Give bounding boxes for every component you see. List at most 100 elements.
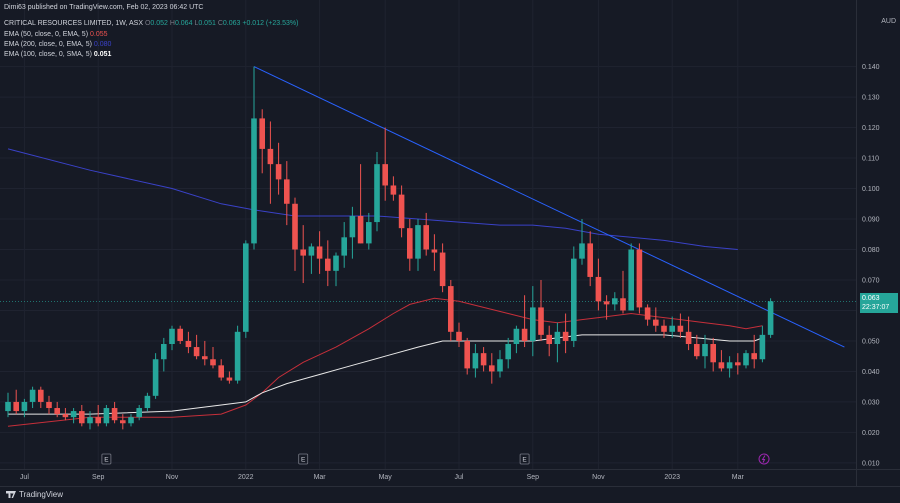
candle[interactable]: [694, 334, 700, 360]
trendline-line[interactable]: [253, 66, 845, 348]
candle[interactable]: [579, 219, 585, 265]
candle[interactable]: [144, 392, 151, 412]
candle[interactable]: [29, 386, 36, 409]
candle[interactable]: [185, 331, 192, 354]
price-chart[interactable]: 0.0100.0200.0300.0400.0500.0600.0700.080…: [0, 0, 900, 487]
candle[interactable]: [661, 319, 667, 338]
candle[interactable]: [169, 325, 175, 351]
candle[interactable]: [669, 316, 675, 338]
candle[interactable]: [382, 127, 388, 201]
candles[interactable]: [5, 66, 774, 430]
candle[interactable]: [571, 246, 577, 348]
candle[interactable]: [505, 337, 511, 369]
tradingview-logo[interactable]: TradingView: [6, 490, 63, 499]
candle[interactable]: [21, 398, 28, 418]
candle[interactable]: [595, 258, 602, 311]
candle[interactable]: [374, 151, 380, 232]
candle[interactable]: [349, 206, 356, 259]
candle[interactable]: [152, 353, 159, 399]
candle[interactable]: [87, 411, 93, 430]
candle[interactable]: [46, 395, 52, 415]
candle[interactable]: [415, 219, 421, 271]
candle[interactable]: [759, 325, 766, 363]
candle[interactable]: [120, 414, 126, 430]
candle[interactable]: [333, 252, 339, 287]
candle[interactable]: [275, 142, 282, 195]
trendline[interactable]: [253, 66, 845, 348]
candle[interactable]: [702, 334, 708, 369]
candle[interactable]: [726, 356, 733, 378]
candle[interactable]: [513, 325, 520, 354]
candle[interactable]: [300, 225, 306, 284]
indicator-ema200[interactable]: EMA (200, close, 0, EMA, 5) 0.080: [4, 41, 111, 48]
candle[interactable]: [767, 298, 774, 338]
candle[interactable]: [398, 185, 405, 238]
candle[interactable]: [79, 404, 85, 427]
candle[interactable]: [226, 371, 233, 384]
candle[interactable]: [13, 389, 19, 415]
candle[interactable]: [456, 322, 462, 348]
candle[interactable]: [718, 350, 725, 372]
candle[interactable]: [448, 279, 454, 341]
candle[interactable]: [538, 279, 544, 341]
candle[interactable]: [111, 401, 118, 424]
candle[interactable]: [644, 304, 651, 326]
candle[interactable]: [439, 243, 446, 293]
candle[interactable]: [620, 270, 626, 314]
candle[interactable]: [603, 295, 610, 320]
candle[interactable]: [267, 121, 274, 204]
candle[interactable]: [210, 347, 216, 369]
candle[interactable]: [128, 414, 134, 427]
candle[interactable]: [5, 392, 11, 418]
candle[interactable]: [161, 337, 167, 372]
indicator-ema50[interactable]: EMA (50, close, 0, EMA, 5) 0.055: [4, 31, 108, 38]
candle[interactable]: [308, 243, 315, 274]
candle[interactable]: [743, 350, 749, 369]
candle[interactable]: [554, 322, 561, 363]
candle[interactable]: [103, 404, 110, 427]
candle[interactable]: [636, 243, 643, 314]
candle[interactable]: [489, 353, 495, 384]
candle[interactable]: [70, 408, 77, 424]
candle[interactable]: [95, 404, 101, 427]
candle[interactable]: [38, 386, 44, 409]
candle[interactable]: [472, 344, 479, 378]
candle[interactable]: [54, 401, 60, 418]
candle[interactable]: [251, 66, 257, 250]
candle[interactable]: [480, 347, 487, 372]
candle[interactable]: [628, 243, 634, 311]
candle[interactable]: [423, 212, 429, 256]
candle[interactable]: [587, 231, 593, 287]
event-icon[interactable]: [758, 453, 770, 465]
candle[interactable]: [407, 219, 413, 271]
candle[interactable]: [284, 161, 290, 226]
candle[interactable]: [497, 350, 503, 378]
candle[interactable]: [202, 340, 208, 366]
candle[interactable]: [292, 197, 298, 271]
candle[interactable]: [243, 240, 249, 338]
candle[interactable]: [431, 234, 438, 271]
candle[interactable]: [218, 359, 224, 381]
candle[interactable]: [390, 176, 397, 201]
candle[interactable]: [316, 231, 323, 274]
candle[interactable]: [562, 313, 569, 354]
candle[interactable]: [546, 325, 552, 357]
candle[interactable]: [234, 325, 241, 384]
earnings-marker[interactable]: [101, 453, 112, 465]
candle[interactable]: [193, 334, 200, 360]
candle[interactable]: [677, 313, 684, 338]
candle[interactable]: [325, 240, 331, 287]
candle[interactable]: [357, 164, 364, 244]
candle[interactable]: [177, 325, 183, 345]
candle[interactable]: [521, 295, 528, 348]
candle[interactable]: [735, 353, 741, 375]
candle[interactable]: [259, 109, 265, 174]
candle[interactable]: [653, 307, 659, 332]
candle[interactable]: [136, 404, 142, 421]
indicator-sma100[interactable]: EMA (100, close, 0, SMA, 5) 0.051: [4, 51, 111, 58]
candle[interactable]: [751, 334, 757, 369]
candle[interactable]: [341, 222, 347, 268]
earnings-marker[interactable]: [519, 453, 530, 465]
candle[interactable]: [710, 337, 716, 372]
candle[interactable]: [62, 408, 69, 421]
